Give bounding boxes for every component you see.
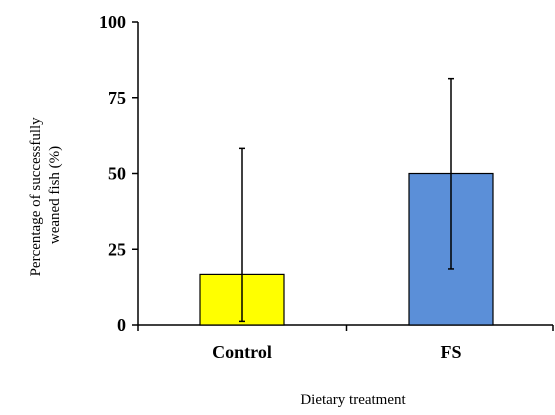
y-axis-title: Percentage of successfully weaned fish (… (28, 114, 63, 277)
y-tick-label: 50 (108, 164, 126, 184)
x-category-label: FS (440, 342, 461, 362)
x-axis-title: Dietary treatment (300, 392, 406, 408)
y-tick-label: 75 (108, 88, 126, 108)
x-category-labels: Control FS (212, 342, 461, 362)
y-axis-title-line-1: Percentage of successfully (28, 117, 44, 277)
bars (199, 172, 494, 326)
y-axis-title-line-2: weaned fish (%) (47, 146, 63, 244)
y-tick-labels: 0 25 50 75 100 (99, 12, 126, 335)
y-tick-label: 0 (117, 315, 126, 335)
error-bars (239, 77, 454, 323)
y-tick-label: 100 (99, 12, 126, 32)
y-tick-label: 25 (108, 239, 126, 259)
x-category-label: Control (212, 342, 272, 362)
